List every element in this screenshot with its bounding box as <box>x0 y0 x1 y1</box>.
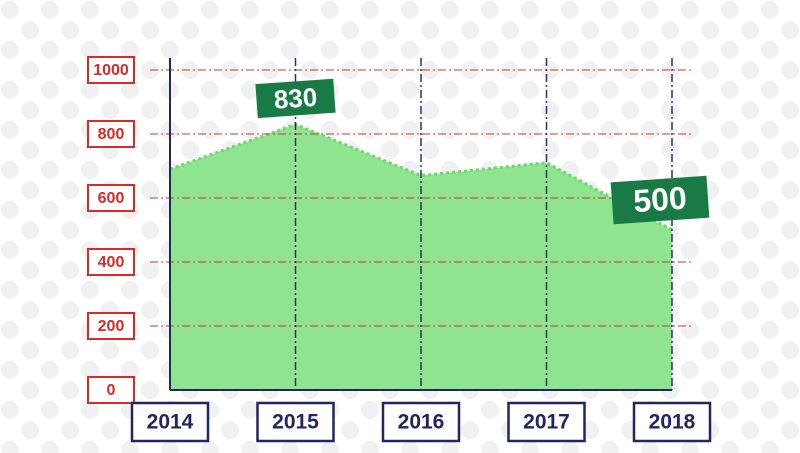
data-label-box <box>610 175 710 225</box>
data-label: 830 <box>255 78 336 119</box>
x-tick-label: 2015 <box>272 411 319 434</box>
data-label: 500 <box>610 175 710 225</box>
y-tick-label: 0 <box>107 382 116 399</box>
x-tick-box <box>256 401 335 443</box>
data-label-text: 500 <box>632 180 688 220</box>
y-tick-label: 600 <box>98 190 125 207</box>
data-label-box <box>255 78 336 119</box>
y-tick-label: 400 <box>98 254 125 271</box>
x-tick-label: 2014 <box>147 411 194 434</box>
y-tick-box <box>87 184 135 212</box>
y-tick-box <box>87 56 135 84</box>
y-tick-label: 200 <box>98 318 125 335</box>
y-tick-box <box>87 312 135 340</box>
x-tick-label: 2018 <box>649 411 696 434</box>
x-tick-box <box>507 401 586 443</box>
data-label-text: 830 <box>273 82 318 115</box>
x-tick-label: 2016 <box>398 411 445 434</box>
x-tick-box <box>381 401 461 443</box>
y-tick-label: 1000 <box>93 62 129 79</box>
y-tick-box <box>87 248 135 276</box>
x-tick-box <box>130 401 210 443</box>
y-tick-box <box>87 120 135 148</box>
x-tick-box <box>632 401 712 443</box>
y-tick-box <box>87 376 135 404</box>
y-tick-label: 800 <box>98 126 125 143</box>
x-tick-label: 2017 <box>523 411 570 434</box>
